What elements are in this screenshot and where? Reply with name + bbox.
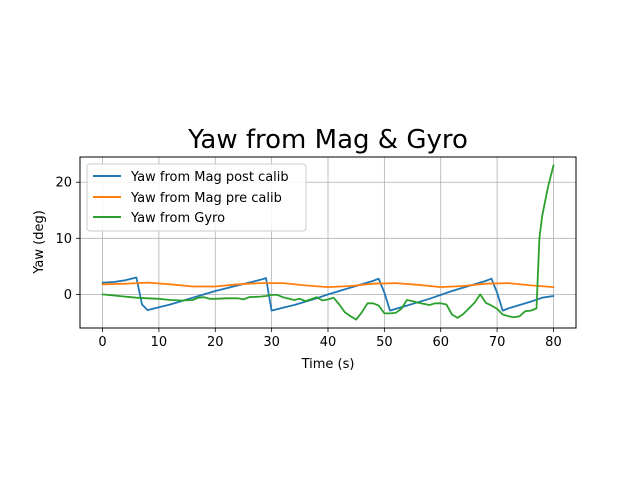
x-tick-label: 40 (320, 335, 337, 350)
series-line-mag-post-calib (101, 276, 555, 312)
x-tick-label: 50 (376, 335, 393, 350)
x-axis-label: Time (s) (301, 357, 355, 372)
y-axis-label: Yaw (deg) (32, 210, 47, 275)
x-tick-label: 30 (263, 335, 280, 350)
chart-title: Yaw from Mag & Gyro (187, 125, 468, 155)
x-tick-label: 10 (151, 335, 168, 350)
series-line-mag-pre-calib (101, 281, 555, 289)
legend-label-gyro: Yaw from Gyro (130, 211, 225, 226)
x-tick-label: 0 (98, 335, 106, 350)
legend-label-mag-pre: Yaw from Mag pre calib (130, 191, 282, 206)
y-tick-label: 0 (64, 288, 72, 303)
y-tick-label: 10 (55, 232, 72, 247)
x-tick-label: 80 (545, 335, 562, 350)
y-tick-label: 20 (55, 176, 72, 191)
legend-label-mag-post: Yaw from Mag post calib (130, 170, 289, 185)
legend-frame (86, 163, 307, 232)
legend: Yaw from Mag post calib Yaw from Mag pre… (86, 163, 307, 232)
series-layer (101, 164, 555, 321)
x-tick-layer: 0 10 20 30 40 50 60 70 80 (98, 328, 562, 350)
series-line-gyro (101, 164, 555, 321)
x-tick-label: 20 (207, 335, 224, 350)
y-tick-layer: 0 10 20 (55, 176, 80, 303)
x-tick-label: 60 (432, 335, 449, 350)
x-tick-label: 70 (489, 335, 506, 350)
